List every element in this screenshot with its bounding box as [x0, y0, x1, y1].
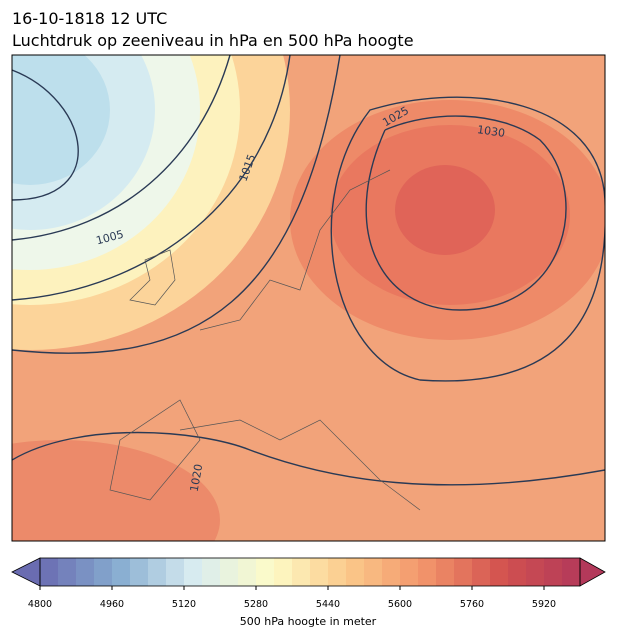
colorbar-bin: [436, 558, 455, 586]
colorbar-tick-label: 5440: [316, 599, 340, 610]
colorbar-bin: [40, 558, 59, 586]
colorbar-bin: [130, 558, 149, 586]
colorbar-bin: [58, 558, 77, 586]
colorbar-bin: [76, 558, 95, 586]
colorbar-bin: [400, 558, 419, 586]
colorbar-bin: [274, 558, 293, 586]
colorbar-bin: [292, 558, 311, 586]
colorbar: 4800 4960 5120 5280 5440 5600 5760 5920: [11, 557, 606, 610]
colorbar-bin: [238, 558, 257, 586]
colorbar-bin: [382, 558, 401, 586]
colorbar-tick-label: 5280: [244, 599, 268, 610]
colorbar-bin: [310, 558, 329, 586]
colorbar-bin: [184, 558, 203, 586]
colorbar-tick-label: 5120: [172, 599, 196, 610]
colorbar-bin: [508, 558, 527, 586]
colorbar-tick-label: 4800: [28, 599, 52, 610]
colorbar-label: 500 hPa hoogte in meter: [240, 615, 377, 628]
colorbar-tick-label: 5600: [388, 599, 412, 610]
map: [12, 55, 605, 541]
colorbar-bin: [256, 558, 275, 586]
colorbar-tick-label: 4960: [100, 599, 124, 610]
colorbar-bin: [418, 558, 437, 586]
colorbar-bin: [364, 558, 383, 586]
colorbar-extend: [579, 557, 606, 587]
colorbar-bin: [346, 558, 365, 586]
colorbar-tick-label: 5920: [532, 599, 556, 610]
colorbar-bin: [544, 558, 563, 586]
colorbar-bin: [166, 558, 185, 586]
colorbar-bin: [562, 558, 581, 586]
isobar-label: 1030: [476, 123, 506, 140]
colorbar-bin: [328, 558, 347, 586]
colorbar-extend: [11, 557, 41, 587]
colorbar-bin: [202, 558, 221, 586]
colorbar-bin: [112, 558, 131, 586]
colorbar-bin: [490, 558, 509, 586]
colorbar-bin: [220, 558, 239, 586]
title-line: 16-10-1818 12 UTC: [12, 9, 167, 28]
colorbar-bin: [472, 558, 491, 586]
colorbar-frame: [39, 557, 581, 587]
title-line: Luchtdruk op zeeniveau in hPa en 500 hPa…: [12, 31, 414, 50]
colorbar-bin: [148, 558, 167, 586]
colorbar-bin: [454, 558, 473, 586]
map-frame: [11, 54, 606, 542]
colorbar-bin: [94, 558, 113, 586]
colorbar-tick-label: 5760: [460, 599, 484, 610]
colorbar-bin: [526, 558, 545, 586]
isobar-label: 1020: [188, 463, 206, 493]
